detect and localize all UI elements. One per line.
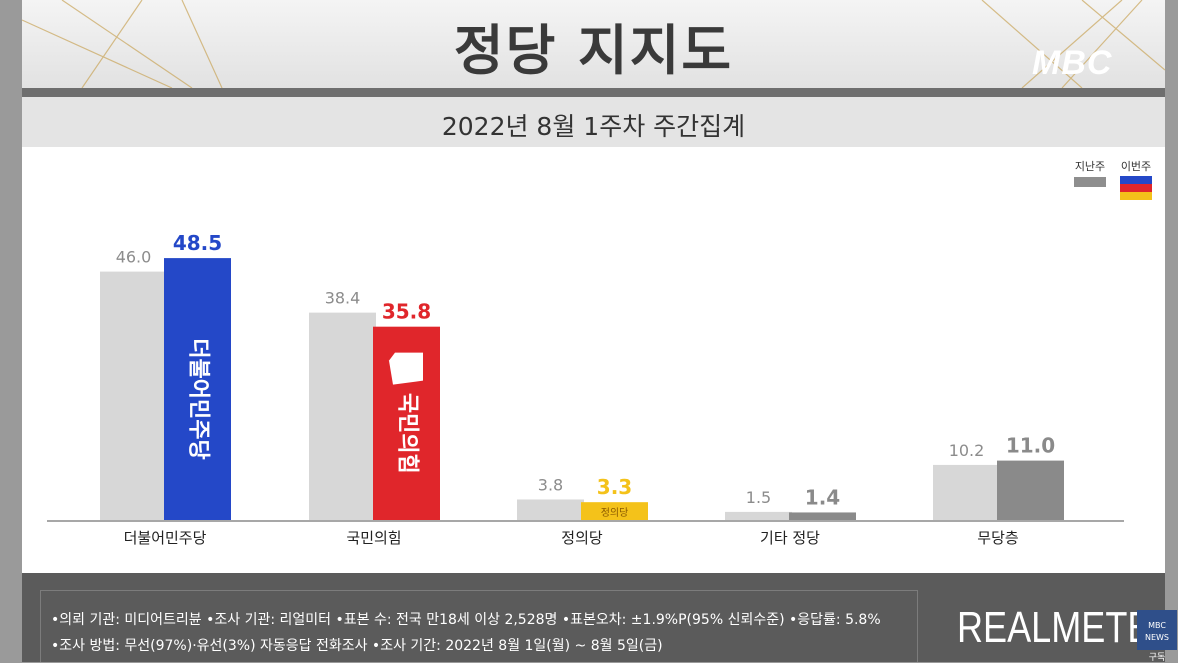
broadcaster-logo: MBC [1032, 44, 1113, 82]
infographic-frame: 정당 지지도 MBC 2022년 8월 1주차 주간집계 지난주 이번주 46.… [22, 0, 1165, 662]
category-label: 기타 정당 [760, 529, 820, 547]
mbc-news-badge-text: MBC NEWS [1144, 621, 1170, 642]
bar-prev-week [517, 499, 584, 520]
chart-subtitle: 2022년 8월 1주차 주간집계 [441, 112, 746, 141]
survey-notes: •의뢰 기관: 미디어트리뷴 •조사 기관: 리얼미터 •표본 수: 전국 만1… [40, 590, 918, 662]
legend-curr-label: 이번주 [1120, 160, 1152, 173]
survey-note-line1: •의뢰 기관: 미디어트리뷴 •조사 기관: 리얼미터 •표본 수: 전국 만1… [51, 612, 881, 628]
chart-title: 정당 지지도 [453, 19, 734, 82]
realmeter-logo: REALMETER [957, 603, 1165, 652]
legend-prev-swatch [1074, 177, 1106, 187]
ppp-logo-icon [389, 352, 423, 385]
survey-note-line2: •조사 방법: 무선(97%)·유선(3%) 자동응답 전화조사 •조사 기간:… [51, 638, 663, 654]
data-label-this-week: 48.5 [173, 231, 222, 255]
bar-party-label: 국민의힘 [395, 393, 420, 474]
data-label-this-week: 35.8 [382, 300, 431, 324]
bar-party-label: 더불어민주당 [186, 338, 211, 459]
bar-this-week [164, 258, 231, 520]
bar-this-week [997, 460, 1064, 520]
data-label-this-week: 1.4 [805, 485, 840, 509]
category-label: 무당층 [977, 529, 1018, 547]
bar-this-week [789, 512, 856, 520]
header-banner: 정당 지지도 MBC [22, 0, 1165, 88]
bar-this-week [581, 502, 648, 520]
bar-party-label: 정의당 [601, 507, 629, 519]
footer-panel: •의뢰 기관: 미디어트리뷴 •조사 기관: 리얼미터 •표본 수: 전국 만1… [22, 573, 1165, 662]
subtitle-bar: 2022년 8월 1주차 주간집계 [22, 97, 1165, 147]
header-separator [22, 88, 1165, 97]
data-label-prev-week: 1.5 [746, 488, 771, 507]
data-label-prev-week: 3.8 [538, 475, 563, 494]
data-label-prev-week: 46.0 [116, 248, 152, 267]
bar-prev-week [309, 312, 376, 520]
data-label-prev-week: 38.4 [325, 289, 361, 308]
decorative-lines [22, 0, 1165, 88]
bar-prev-week [725, 511, 792, 520]
data-label-this-week: 3.3 [597, 475, 632, 499]
bar-prev-week [933, 464, 1000, 520]
legend-prev-label: 지난주 [1074, 160, 1106, 173]
legend-curr: 이번주 [1116, 158, 1156, 200]
subscribe-label[interactable]: 구독 [1148, 653, 1166, 663]
mbc-news-badge[interactable]: MBC NEWS [1137, 610, 1177, 650]
data-label-prev-week: 10.2 [949, 441, 985, 460]
category-label: 국민의힘 [346, 529, 401, 547]
data-label-this-week: 11.0 [1006, 434, 1055, 458]
legend-curr-swatch [1120, 176, 1152, 200]
legend-prev: 지난주 [1070, 158, 1110, 187]
bar-prev-week [100, 271, 167, 520]
category-label: 더불어민주당 [124, 529, 207, 547]
category-label: 정의당 [561, 529, 603, 547]
